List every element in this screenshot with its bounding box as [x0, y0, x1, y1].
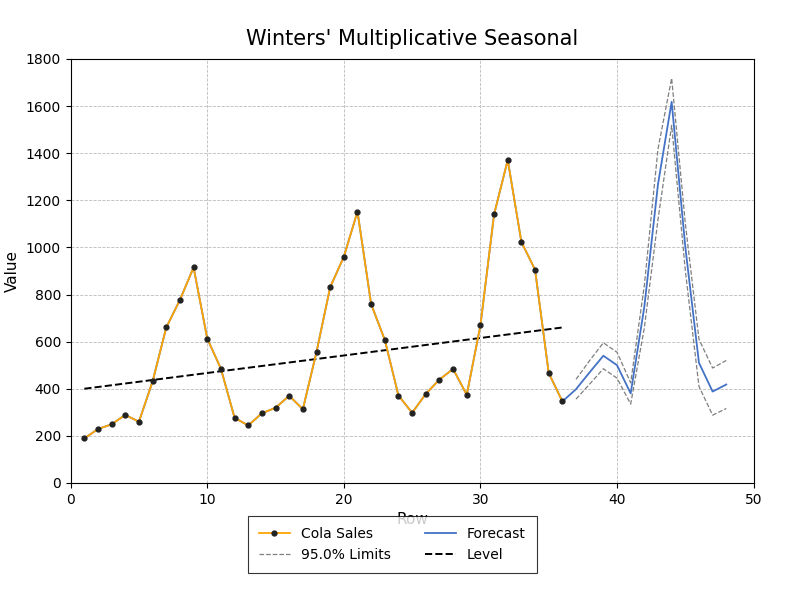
- Title: Winters' Multiplicative Seasonal: Winters' Multiplicative Seasonal: [246, 29, 579, 49]
- Y-axis label: Value: Value: [5, 250, 20, 292]
- X-axis label: Row: Row: [396, 512, 428, 527]
- Legend: Cola Sales, 95.0% Limits, Forecast, Level: Cola Sales, 95.0% Limits, Forecast, Leve…: [248, 516, 537, 574]
